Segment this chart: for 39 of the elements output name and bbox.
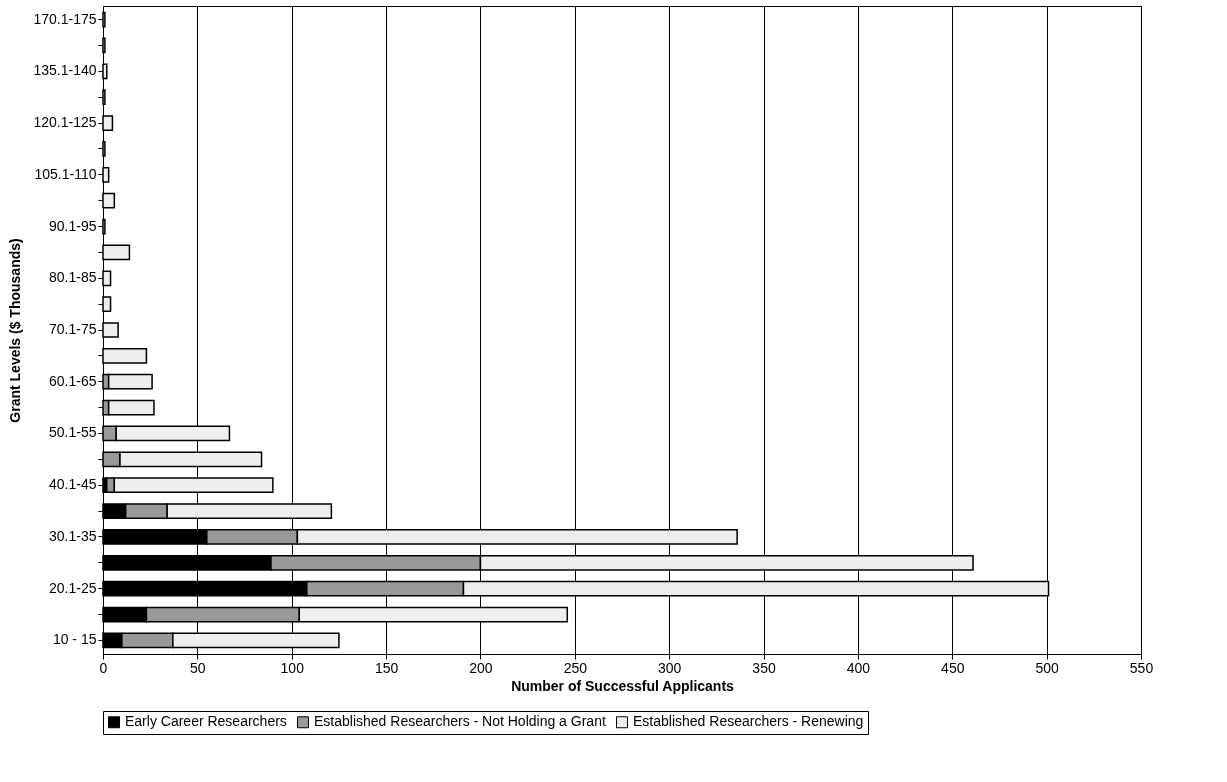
bar: [102, 296, 112, 312]
y-tick-label: 40.1-45: [49, 476, 97, 493]
x-tick-label: 150: [374, 659, 399, 676]
x-tick-label: 400: [846, 659, 871, 676]
y-tick-label: 80.1-85: [49, 269, 97, 286]
y-tick-label: 60.1-65: [49, 372, 97, 389]
x-tick-label: 550: [1129, 659, 1154, 676]
x-tick-label: 450: [941, 659, 965, 676]
bar: [102, 63, 108, 80]
x-tick-label: 0: [99, 659, 108, 676]
x-axis-title: Number of Successful Applicants: [511, 677, 735, 694]
x-tick-label: 200: [469, 659, 493, 676]
x-tick-label: 350: [752, 659, 776, 676]
bar: [102, 348, 148, 364]
bar: [102, 192, 116, 209]
bar: [102, 270, 112, 287]
bar: [102, 115, 114, 131]
y-tick-label: 70.1-75: [49, 321, 97, 337]
legend-label: Early Career Researchers: [125, 713, 287, 730]
y-axis-title: Grant Levels ($ Thousands): [7, 238, 24, 423]
legend-label: Established Researchers - Renewing: [633, 713, 864, 730]
x-tick-label: 500: [1035, 659, 1060, 676]
y-tick-label: 30.1-35: [49, 527, 97, 544]
bar: [102, 166, 110, 183]
y-tick-label: 135.1-140: [33, 62, 97, 79]
y-tick-label: 170.1-175: [33, 10, 97, 27]
y-tick-label: 105.1-110: [34, 165, 97, 182]
bar: [102, 244, 131, 261]
x-tick-label: 250: [563, 659, 588, 676]
bar: [102, 322, 119, 338]
y-tick-label: 20.1-25: [49, 579, 97, 596]
x-tick-label: 50: [190, 659, 206, 676]
y-tick-label: 50.1-55: [49, 424, 97, 441]
y-tick-label: 90.1-95: [49, 217, 97, 234]
legend-label: Established Researchers - Not Holding a Grant: [314, 713, 606, 730]
x-tick-label: 300: [658, 659, 682, 676]
y-tick-label: 10 - 15: [52, 631, 97, 648]
x-tick-label: 100: [280, 659, 305, 676]
y-tick-label: 120.1-125: [33, 114, 97, 131]
